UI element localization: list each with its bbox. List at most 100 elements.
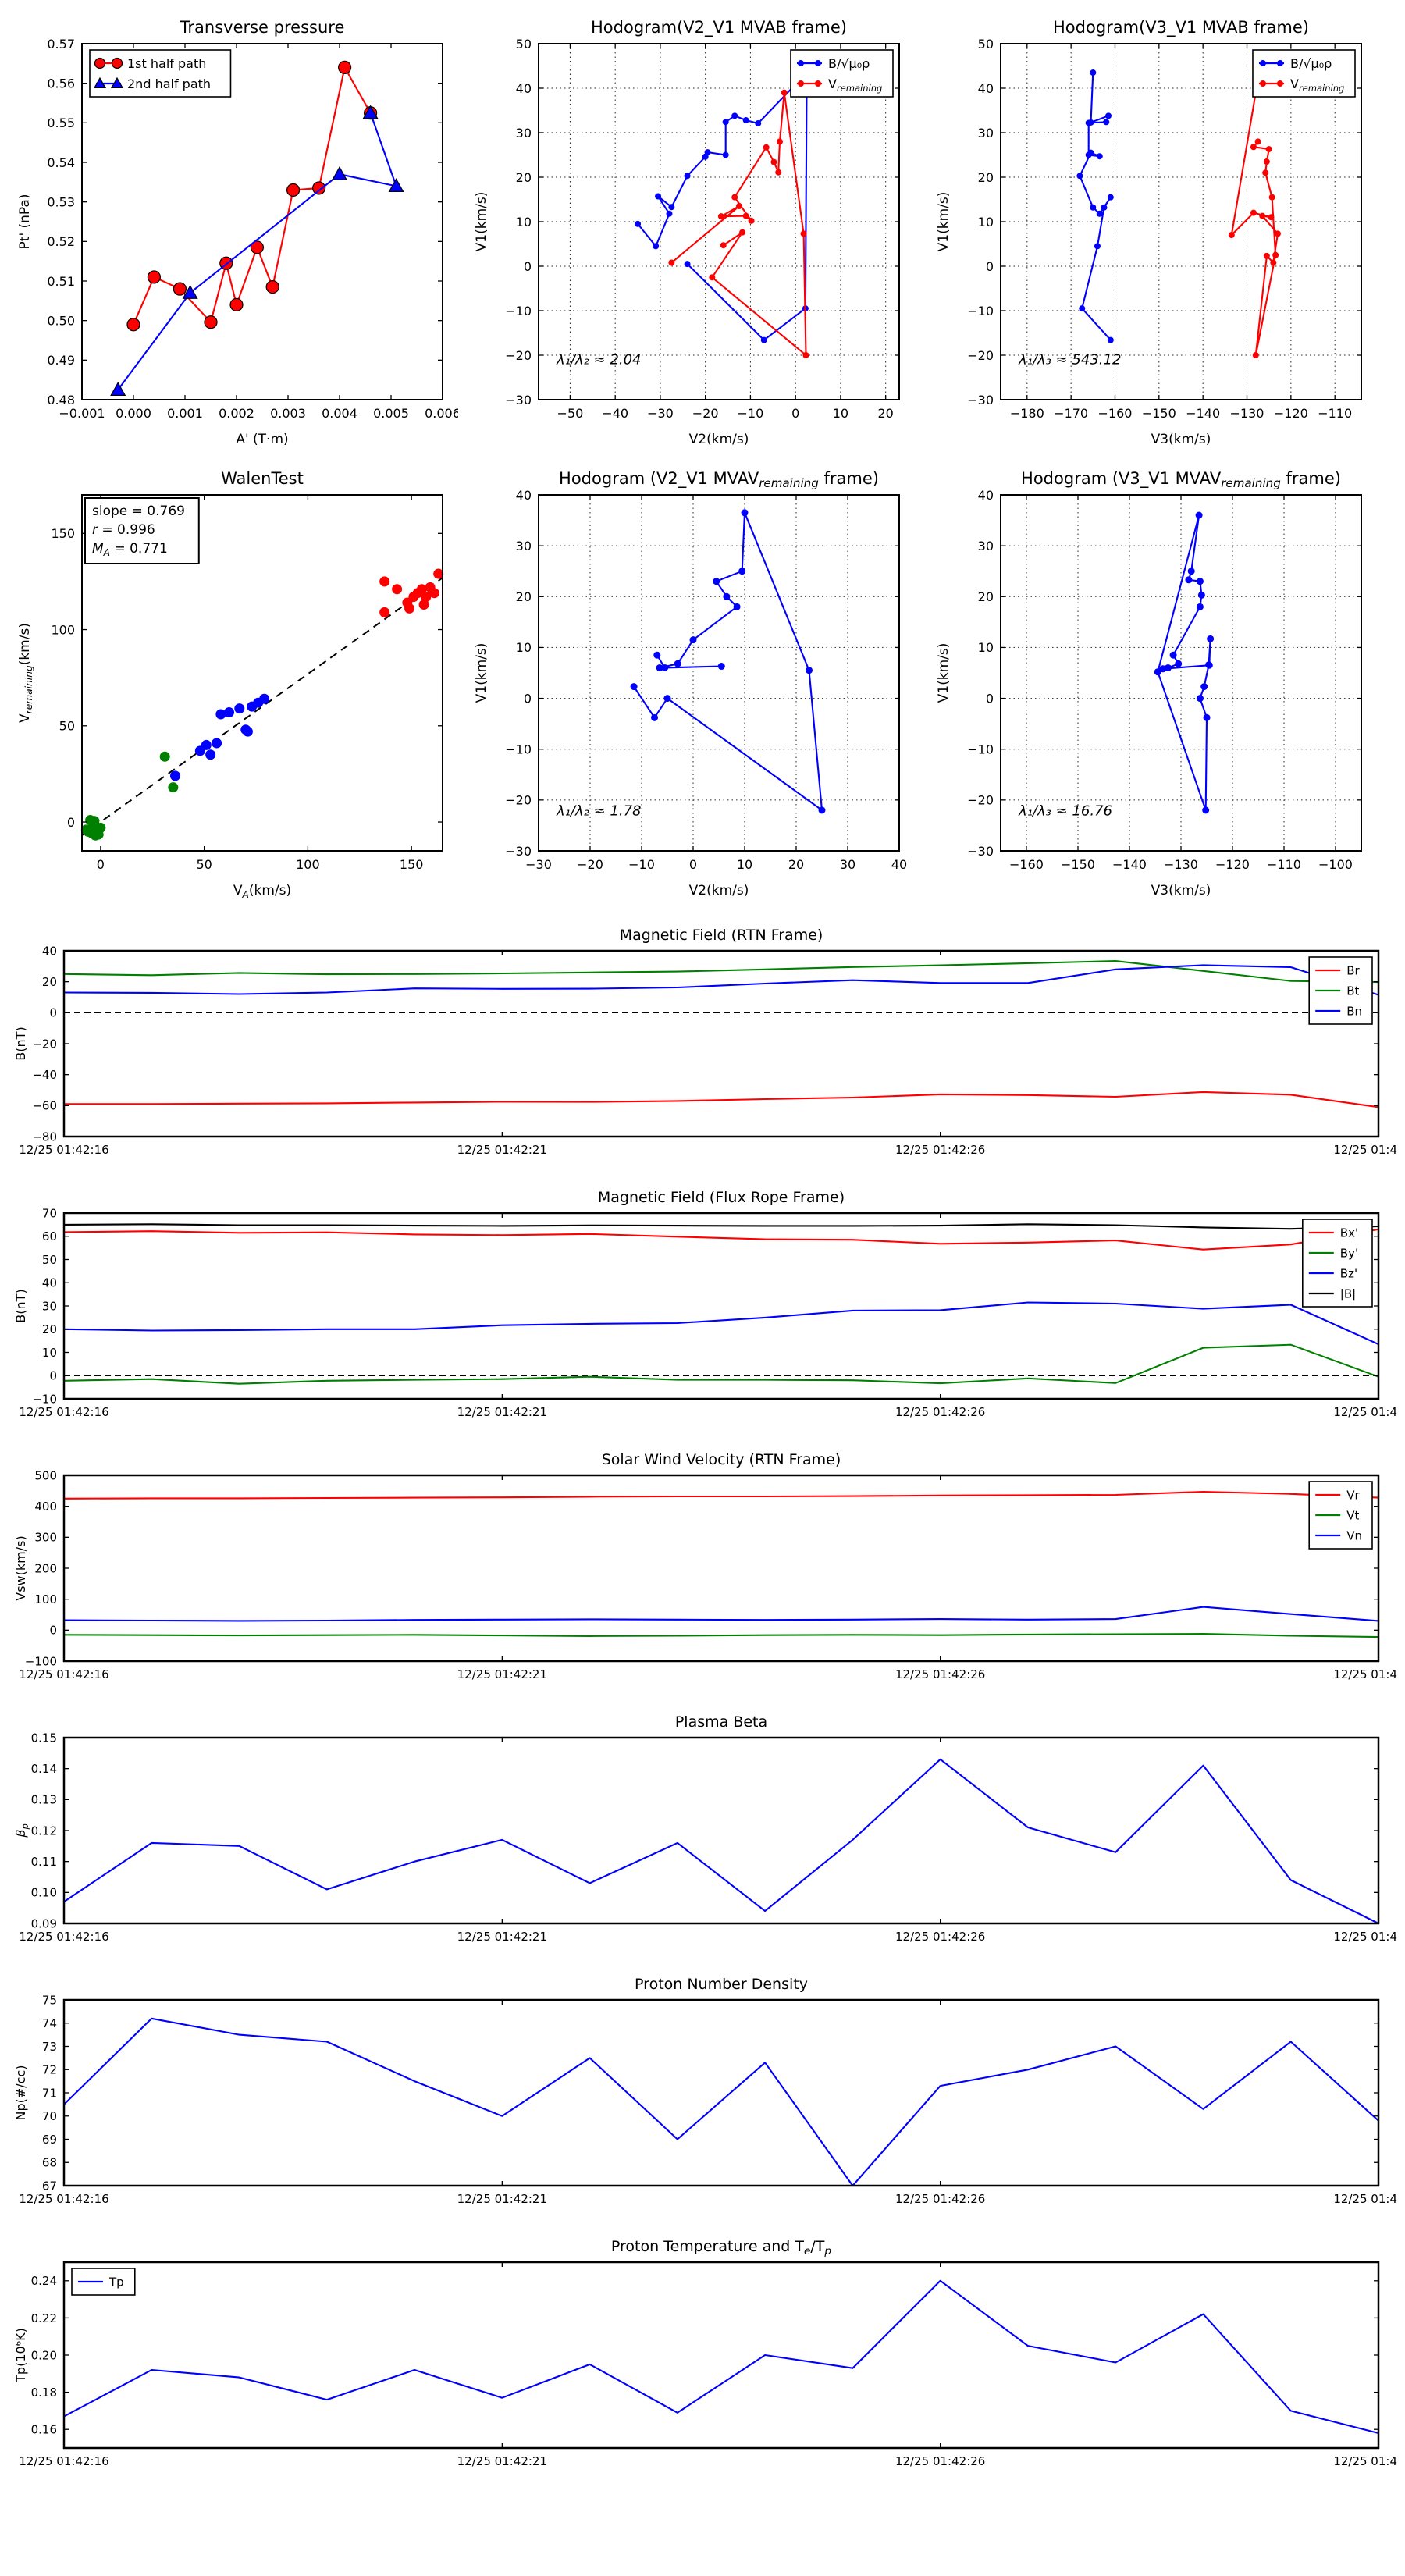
svg-text:B/√μ₀ρ: B/√μ₀ρ [828, 56, 870, 71]
svg-text:−110: −110 [1318, 406, 1352, 421]
svg-text:75: 75 [42, 1993, 57, 2007]
svg-text:−20: −20 [505, 793, 532, 808]
svg-text:V3(km/s): V3(km/s) [1151, 432, 1211, 447]
svg-text:−20: −20 [505, 348, 532, 363]
svg-text:VA(km/s): VA(km/s) [233, 883, 291, 900]
svg-text:150: 150 [400, 857, 424, 872]
svg-text:0.003: 0.003 [270, 406, 306, 421]
svg-text:0: 0 [524, 259, 532, 274]
svg-text:0.16: 0.16 [31, 2423, 57, 2437]
svg-text:0.53: 0.53 [47, 194, 75, 209]
svg-text:0.004: 0.004 [322, 406, 357, 421]
svg-text:12/25 01:42:31: 12/25 01:42:31 [1333, 1143, 1397, 1157]
svg-text:−150: −150 [1061, 857, 1095, 872]
svg-text:−30: −30 [967, 844, 994, 859]
svg-text:67: 67 [42, 2179, 57, 2193]
svg-text:−10: −10 [967, 742, 994, 756]
svg-text:12/25 01:42:26: 12/25 01:42:26 [895, 1667, 985, 1681]
svg-text:0.12: 0.12 [31, 1823, 57, 1838]
svg-text:69: 69 [42, 2133, 57, 2147]
chart-walen-test: 0 50 100 150 0 50 100 150 WalenTest VA(km/s) Vrema… [12, 461, 458, 902]
svg-text:λ₁/λ₃ ≈ 16.76: λ₁/λ₃ ≈ 16.76 [1018, 802, 1112, 819]
svg-text:0.14: 0.14 [31, 1762, 57, 1776]
svg-text:40: 40 [516, 488, 532, 503]
svg-text:10: 10 [978, 640, 994, 655]
svg-text:−160: −160 [1009, 857, 1044, 872]
svg-text:2nd half path: 2nd half path [127, 76, 211, 91]
svg-text:0.20: 0.20 [31, 2348, 57, 2362]
svg-text:Tp(10⁶K): Tp(10⁶K) [13, 2328, 28, 2383]
svg-text:−140: −140 [1112, 857, 1147, 872]
svg-text:0: 0 [791, 406, 799, 421]
svg-text:Hodogram (V2_V1 MVAVremaining: Hodogram (V2_V1 MVAVremaining frame) [559, 469, 879, 490]
svg-text:73: 73 [42, 2040, 57, 2054]
svg-text:10: 10 [516, 640, 532, 655]
svg-text:−60: −60 [32, 1099, 57, 1113]
svg-text:Hodogram(V3_V1 MVAB frame): Hodogram(V3_V1 MVAB frame) [1053, 18, 1309, 37]
svg-text:12/25 01:42:16: 12/25 01:42:16 [19, 1930, 108, 1944]
svg-text:0: 0 [986, 259, 994, 274]
svg-text:−130: −130 [1164, 857, 1198, 872]
svg-text:0.51: 0.51 [47, 274, 75, 289]
svg-text:20: 20 [516, 589, 532, 604]
svg-text:−10: −10 [505, 304, 532, 318]
svg-text:−140: −140 [1186, 406, 1220, 421]
svg-text:40: 40 [978, 488, 994, 503]
svg-text:50: 50 [196, 857, 212, 872]
svg-text:Vr: Vr [1346, 1488, 1360, 1502]
svg-text:10: 10 [42, 1346, 57, 1360]
svg-text:Hodogram(V2_V1 MVAB frame): Hodogram(V2_V1 MVAB frame) [591, 18, 847, 37]
svg-text:30: 30 [840, 857, 855, 872]
svg-text:−110: −110 [1267, 857, 1301, 872]
svg-text:0: 0 [49, 1006, 57, 1020]
svg-text:B(nT): B(nT) [13, 1289, 28, 1322]
svg-text:12/25 01:42:16: 12/25 01:42:16 [19, 1667, 108, 1681]
svg-text:−40: −40 [602, 406, 628, 421]
svg-text:Vremaining(km/s): Vremaining(km/s) [17, 623, 34, 723]
svg-text:−50: −50 [557, 406, 584, 421]
svg-text:100: 100 [34, 1592, 57, 1606]
svg-text:68: 68 [42, 2156, 57, 2170]
svg-text:0.006: 0.006 [425, 406, 458, 421]
chart-proton-temperature: 12/25 01:42:16 12/25 01:42:21 12/25 01:42:… [8, 2231, 1405, 2485]
svg-text:V1(km/s): V1(km/s) [474, 192, 489, 252]
svg-text:20: 20 [42, 1322, 57, 1336]
svg-text:50: 50 [516, 37, 532, 52]
svg-text:100: 100 [296, 857, 320, 872]
chart-hodogram-v3-v1-mvav: −160 −150 −140 −130 −120 −110 −100 −30 −20 −10 0 10… [930, 461, 1377, 902]
svg-text:12/25 01:42:16: 12/25 01:42:16 [19, 1143, 108, 1157]
svg-text:0.002: 0.002 [219, 406, 254, 421]
chart-hodogram-v3-v1-mvab: −180 −170 −160 −150 −140 −130 −120 −110 −30 −20 −1… [930, 9, 1377, 451]
svg-text:Vn: Vn [1346, 1528, 1362, 1542]
svg-text:50: 50 [59, 719, 75, 734]
svg-text:12/25 01:42:16: 12/25 01:42:16 [19, 2192, 108, 2206]
svg-text:−120: −120 [1274, 406, 1308, 421]
svg-text:20: 20 [788, 857, 804, 872]
svg-text:12/25 01:42:21: 12/25 01:42:21 [457, 1930, 547, 1944]
svg-text:−100: −100 [1318, 857, 1353, 872]
svg-text:−120: −120 [1215, 857, 1250, 872]
chart-hodogram-v2-v1-mvav: −30 −20 −10 0 10 20 30 40 −30 −20 −10 0 10 20 30 40 Hodo… [468, 461, 915, 902]
svg-text:20: 20 [516, 170, 532, 185]
svg-text:12/25 01:42:21: 12/25 01:42:21 [457, 1667, 547, 1681]
svg-text:12/25 01:42:21: 12/25 01:42:21 [457, 2192, 547, 2206]
svg-text:−20: −20 [577, 857, 603, 872]
svg-text:r = 0.996: r = 0.996 [92, 522, 155, 538]
svg-text:12/25 01:42:21: 12/25 01:42:21 [457, 1143, 547, 1157]
svg-text:30: 30 [516, 539, 532, 553]
svg-text:V2(km/s): V2(km/s) [689, 432, 749, 447]
svg-text:500: 500 [34, 1468, 57, 1482]
svg-text:20: 20 [978, 589, 994, 604]
svg-text:50: 50 [42, 1253, 57, 1267]
svg-text:1st half path: 1st half path [127, 56, 206, 71]
svg-text:−30: −30 [525, 857, 552, 872]
svg-text:12/25 01:42:26: 12/25 01:42:26 [895, 2192, 985, 2206]
svg-text:0.55: 0.55 [47, 116, 75, 130]
svg-text:−130: −130 [1230, 406, 1264, 421]
svg-text:−160: −160 [1098, 406, 1133, 421]
svg-text:Bn: Bn [1346, 1004, 1362, 1018]
svg-text:λ₁/λ₃ ≈ 543.12: λ₁/λ₃ ≈ 543.12 [1018, 351, 1121, 368]
svg-text:0.09: 0.09 [31, 1916, 57, 1930]
svg-text:20: 20 [978, 170, 994, 185]
